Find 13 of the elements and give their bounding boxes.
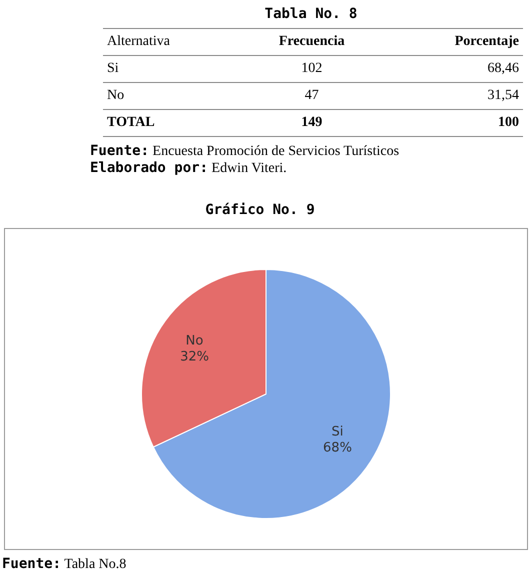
text: Si 102 68,46 — [107, 61, 519, 76]
chart-title: Gráfico No. 9 — [204, 202, 316, 218]
text: Alternativa Frecuencia Porcentaje — [107, 34, 519, 49]
text: Tabla No. 8 — [264, 6, 358, 22]
data-label: 32% — [180, 350, 209, 365]
text: Elaborado por: Edwin Viteri. — [90, 160, 288, 177]
slice-label: No — [186, 334, 204, 349]
text: No 47 31,54 — [107, 88, 519, 103]
data-label: 68% — [323, 440, 352, 456]
source-note: Fuente: Tabla No.8 — [2, 556, 126, 573]
slice-label: Si — [332, 424, 344, 440]
source-note: Fuente: Encuesta Promoción de Servicios Turísticos — [90, 143, 400, 160]
text: TOTAL 149 100 — [107, 115, 519, 130]
